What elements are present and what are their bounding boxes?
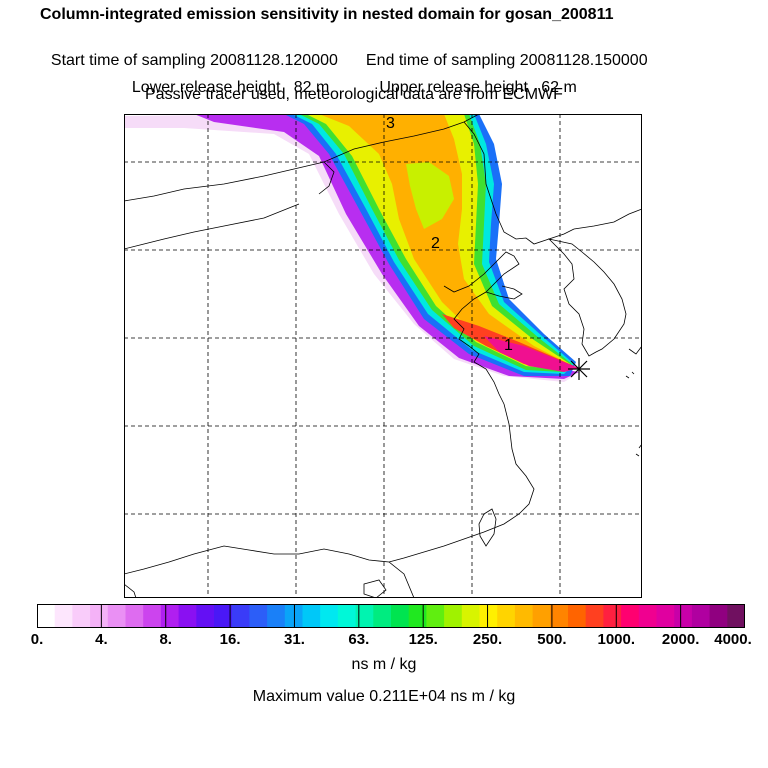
colorbar-cell [337, 604, 357, 628]
release-heights: Lower release height 82 m Upper release h… [123, 61, 577, 97]
colorbar-tick-label: 4. [95, 631, 108, 648]
colorbar-cell [90, 604, 109, 628]
colorbar-cell [444, 604, 463, 628]
colorbar-cell [426, 604, 445, 628]
upper-release-height: Upper release height 62 m [379, 79, 577, 96]
colorbar-cell [320, 604, 339, 628]
plume [124, 114, 579, 382]
plume-magenta [484, 336, 579, 372]
colorbar-tick-label: 500. [537, 631, 567, 648]
shandong [485, 285, 523, 300]
colorbar-cell [621, 604, 640, 628]
lower-release-height: Lower release height 82 m [131, 79, 330, 96]
bohai-coast [443, 251, 520, 405]
colorbar-frame [37, 604, 745, 628]
colorbar-cell [691, 604, 711, 628]
colorbar-cell [54, 604, 73, 628]
colorbar-cell [550, 604, 569, 628]
taiwan [478, 508, 497, 547]
hainan [363, 579, 387, 598]
colorbar-cell [391, 604, 410, 628]
colorbar-cell [249, 604, 268, 628]
colorbar-cell [674, 604, 693, 628]
tracer-info: Passive tracer used, meteorological data… [145, 86, 563, 103]
colorbar-cell [178, 604, 197, 628]
colorbar-cell [143, 604, 162, 628]
colorbar-tick-label: 2000. [661, 631, 700, 648]
colorbar-cell [160, 604, 180, 628]
china-south-coast [388, 403, 535, 563]
plume-orange [319, 114, 569, 369]
border-northeast [463, 121, 575, 245]
japan-west [628, 345, 642, 355]
chart-title: Column-integrated emission sensitivity i… [40, 6, 614, 23]
korea-coast [547, 238, 627, 357]
colorbar-tick-label: 0. [30, 631, 44, 648]
end-time: End time of sampling 20081128.150000 [365, 52, 648, 69]
myanmar-border [124, 583, 137, 598]
map-grid [124, 114, 642, 598]
colorbar-cell [37, 604, 56, 628]
colorbar-cell [603, 604, 622, 628]
colorbar-cell [461, 604, 480, 628]
plume-marker-3: 3 [386, 115, 395, 132]
receptor-marker [568, 358, 590, 380]
map-frame [124, 114, 642, 598]
colorbar-cell [727, 604, 745, 628]
colorbar-tick-label: 4000. [714, 631, 752, 648]
colorbar-cell [656, 604, 675, 628]
colorbar [37, 604, 745, 628]
colorbar-cell [497, 604, 516, 628]
colorbar-tick-label: 31. [284, 631, 305, 648]
start-time: Start time of sampling 20081128.120000 [50, 52, 338, 69]
plume-lightgreen-core [406, 162, 454, 229]
colorbar-cell [479, 604, 498, 628]
colorbar-cell [72, 604, 91, 628]
plume-marker-2: 2 [431, 235, 440, 252]
colorbar-cells [37, 604, 745, 628]
colorbar-cell [214, 604, 233, 628]
colorbar-cell [709, 604, 728, 628]
colorbar-cell [408, 604, 427, 628]
colorbar-cell [373, 604, 392, 628]
map-panel: 3 2 1 [124, 114, 642, 598]
colorbar-cell [355, 604, 374, 628]
colorbar-cell [196, 604, 215, 628]
southwest-border [124, 545, 415, 598]
colorbar-tick-label: 8. [159, 631, 172, 648]
colorbar-tick-label: 1000. [597, 631, 636, 648]
border-mongolia-east [318, 161, 335, 195]
colorbar-units: ns m / kg [351, 656, 417, 673]
colorbar-tick-label: 250. [472, 631, 503, 648]
islands-east [625, 371, 642, 457]
colorbar-cell [585, 604, 604, 628]
colorbar-tick-label: 63. [348, 631, 370, 648]
colorbar-cell [267, 604, 286, 628]
colorbar-cell [302, 604, 321, 628]
plume-marker-1: 1 [504, 337, 513, 354]
colorbar-cell [514, 604, 534, 628]
colorbar-cell [231, 604, 250, 628]
mongolia-inner [124, 203, 300, 250]
maximum-value: Maximum value 0.211E+04 ns m / kg [252, 688, 516, 705]
colorbar-cell [638, 604, 657, 628]
manchuria-coast [573, 208, 642, 230]
colorbar-cell [568, 604, 587, 628]
colorbar-cell [532, 604, 551, 628]
colorbar-cell [107, 604, 126, 628]
coastlines [124, 114, 642, 598]
colorbar-tick-lines [100, 604, 682, 628]
colorbar-cell [125, 604, 144, 628]
colorbar-tick-label: 16. [219, 631, 241, 648]
colorbar-tick-label: 125. [408, 631, 438, 648]
colorbar-cell [284, 604, 303, 628]
sampling-times: Start time of sampling 20081128.120000 En… [42, 34, 648, 70]
